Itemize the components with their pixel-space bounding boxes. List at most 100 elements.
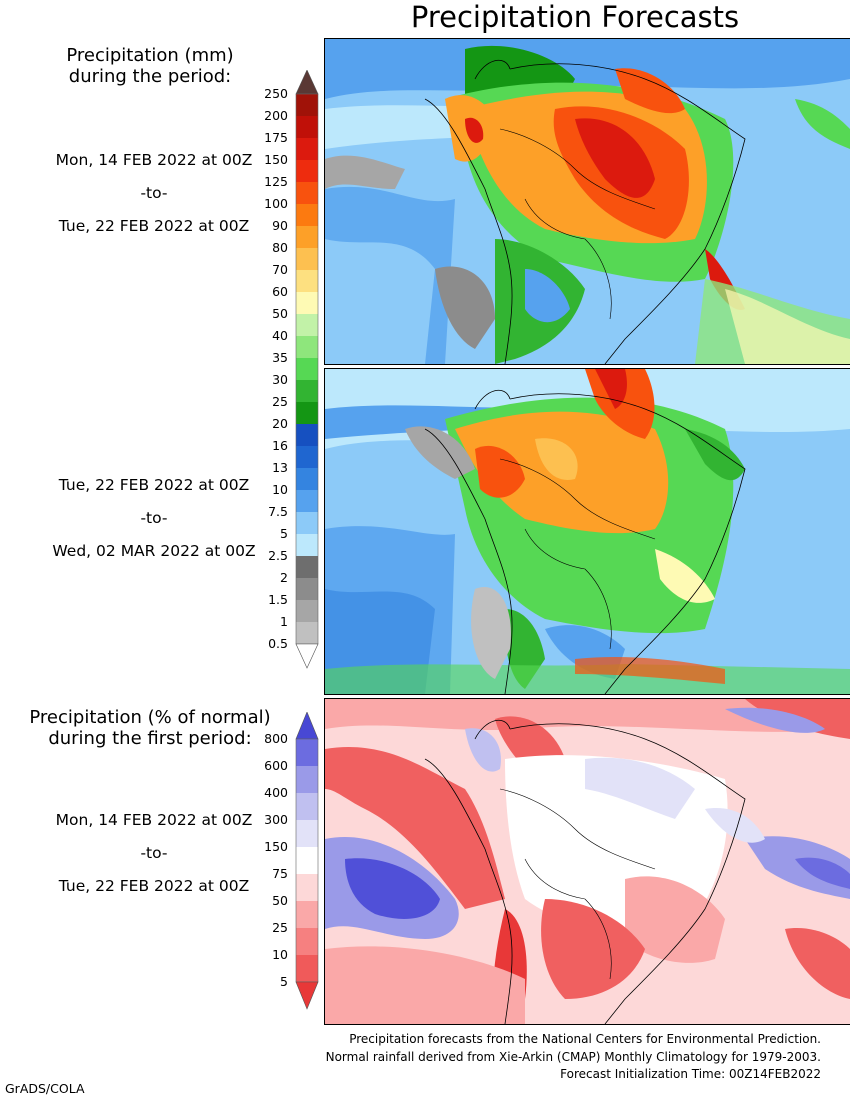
anom-colorbar-tick-label: 600: [264, 758, 288, 773]
precip-colorbar-tick-label: 1: [280, 614, 288, 629]
anom-colorbar-tick-label: 25: [272, 920, 288, 935]
precip-colorbar-segment: [296, 182, 318, 204]
map-panel-period1: [324, 38, 850, 365]
precip-colorbar-segment: [296, 622, 318, 644]
anom-colorbar-tick-label: 300: [264, 812, 288, 827]
precip-colorbar-tick-label: 13: [272, 460, 288, 475]
anom-colorbar-tick-label: 800: [264, 731, 288, 746]
precip-colorbar-tick-label: 10: [272, 482, 288, 497]
precip-colorbar-segment: [296, 490, 318, 512]
precip-legend-header: Precipitation (mm) during the period:: [40, 45, 260, 87]
anom-colorbar-segment: [296, 847, 318, 874]
period3-start: Mon, 14 FEB 2022 at 00Z: [55, 811, 253, 829]
precip-colorbar-tick-label: 175: [264, 130, 288, 145]
precip-colorbar-segment: [296, 512, 318, 534]
period1-end: Tue, 22 FEB 2022 at 00Z: [58, 217, 250, 235]
precip-colorbar-tick-label: 200: [264, 108, 288, 123]
precip-header-line2: during the period:: [68, 66, 232, 87]
precip-colorbar-segment: [296, 204, 318, 226]
precip-colorbar-segment: [296, 336, 318, 358]
anom-colorbar-segment: [296, 793, 318, 820]
anom-colorbar-tick-label: 10: [272, 947, 288, 962]
precip-colorbar-tick-label: 5: [280, 526, 288, 541]
precip-colorbar-tick-label: 20: [272, 416, 288, 431]
period3-dates: Mon, 14 FEB 2022 at 00Z -to- Tue, 22 FEB…: [30, 804, 278, 903]
anom-colorbar-segment: [296, 820, 318, 847]
precip-colorbar-tick-label: 40: [272, 328, 288, 343]
anomaly-map: [325, 699, 850, 1024]
anom-colorbar-segment: [296, 901, 318, 928]
precip-colorbar-segment: [296, 292, 318, 314]
precip-colorbar-tick-label: 60: [272, 284, 288, 299]
precip-colorbar-segment: [296, 380, 318, 402]
precip-map-period2: [325, 369, 850, 694]
anom-header-line1: Precipitation (% of normal): [29, 707, 271, 728]
anom-colorbar-tick-label: 75: [272, 866, 288, 881]
period2-separator: -to-: [140, 509, 168, 527]
precip-colorbar-tick-label: 1.5: [268, 592, 288, 607]
precip-colorbar-segment: [296, 424, 318, 446]
precip-colorbar-segment: [296, 402, 318, 424]
period1-separator: -to-: [140, 184, 168, 202]
precip-colorbar-tick-label: 70: [272, 262, 288, 277]
precip-map-period1: [325, 39, 850, 364]
precip-colorbar-segment: [296, 358, 318, 380]
precip-colorbar-bottom-arrow: [295, 643, 319, 669]
anom-header-line2: during the first period:: [48, 728, 252, 749]
anom-colorbar-segment: [296, 766, 318, 793]
precip-colorbar-segment: [296, 578, 318, 600]
footer-line-climatology: Normal rainfall derived from Xie-Arkin (…: [325, 1049, 821, 1064]
precip-colorbar-tick-label: 90: [272, 218, 288, 233]
period1-start: Mon, 14 FEB 2022 at 00Z: [55, 151, 253, 169]
anom-colorbar-tick-label: 150: [264, 839, 288, 854]
anom-colorbar-tick-label: 400: [264, 785, 288, 800]
precip-colorbar-tick-label: 25: [272, 394, 288, 409]
precip-header-line1: Precipitation (mm): [66, 45, 234, 66]
anom-colorbar-tick-label: 5: [280, 974, 288, 989]
precip-colorbar-segment: [296, 468, 318, 490]
precip-colorbar-segment: [296, 160, 318, 182]
period1-dates: Mon, 14 FEB 2022 at 00Z -to- Tue, 22 FEB…: [30, 144, 278, 243]
anom-colorbar-bottom-arrow: [295, 981, 319, 1010]
precip-colorbar: [295, 70, 319, 669]
precip-colorbar-tick-label: 125: [264, 174, 288, 189]
precip-colorbar-tick-label: 16: [272, 438, 288, 453]
precip-colorbar-segment: [296, 556, 318, 578]
map-panel-period2: [324, 368, 850, 695]
period3-end: Tue, 22 FEB 2022 at 00Z: [58, 877, 250, 895]
precip-colorbar-segment: [296, 446, 318, 468]
precip-colorbar-segment: [296, 534, 318, 556]
precip-colorbar-segment: [296, 116, 318, 138]
anom-colorbar-segment: [296, 874, 318, 901]
period2-start: Tue, 22 FEB 2022 at 00Z: [58, 476, 250, 494]
precip-colorbar-segment: [296, 248, 318, 270]
precip-colorbar-tick-label: 7.5: [268, 504, 288, 519]
precip-colorbar-tick-label: 30: [272, 372, 288, 387]
anom-colorbar-tick-label: 50: [272, 893, 288, 908]
grads-credit: GrADS/COLA: [5, 1081, 85, 1096]
anom-colorbar: [295, 712, 319, 1010]
footer-notes: Precipitation forecasts from the Nationa…: [326, 1031, 821, 1084]
precip-colorbar-tick-label: 250: [264, 86, 288, 101]
period3-separator: -to-: [140, 844, 168, 862]
anom-colorbar-top-arrow: [295, 712, 319, 740]
precip-colorbar-tick-label: 2.5: [268, 548, 288, 563]
precip-colorbar-tick-label: 2: [280, 570, 288, 585]
precip-colorbar-tick-label: 80: [272, 240, 288, 255]
footer-line-init-time: Forecast Initialization Time: 00Z14FEB20…: [560, 1067, 821, 1081]
precip-colorbar-segment: [296, 314, 318, 336]
precip-colorbar-tick-label: 35: [272, 350, 288, 365]
page-title: Precipitation Forecasts: [410, 0, 740, 34]
map-panel-anomaly: [324, 698, 850, 1025]
precip-colorbar-segment: [296, 138, 318, 160]
anom-legend-header: Precipitation (% of normal) during the f…: [10, 707, 290, 749]
anom-colorbar-segment: [296, 739, 318, 766]
period2-dates: Tue, 22 FEB 2022 at 00Z -to- Wed, 02 MAR…: [30, 469, 278, 568]
precip-colorbar-segment: [296, 94, 318, 116]
precip-colorbar-tick-label: 100: [264, 196, 288, 211]
precip-colorbar-tick-label: 0.5: [268, 636, 288, 651]
anom-colorbar-segment: [296, 955, 318, 982]
anom-colorbar-segment: [296, 928, 318, 955]
precip-colorbar-segment: [296, 226, 318, 248]
period2-end: Wed, 02 MAR 2022 at 00Z: [52, 542, 256, 560]
